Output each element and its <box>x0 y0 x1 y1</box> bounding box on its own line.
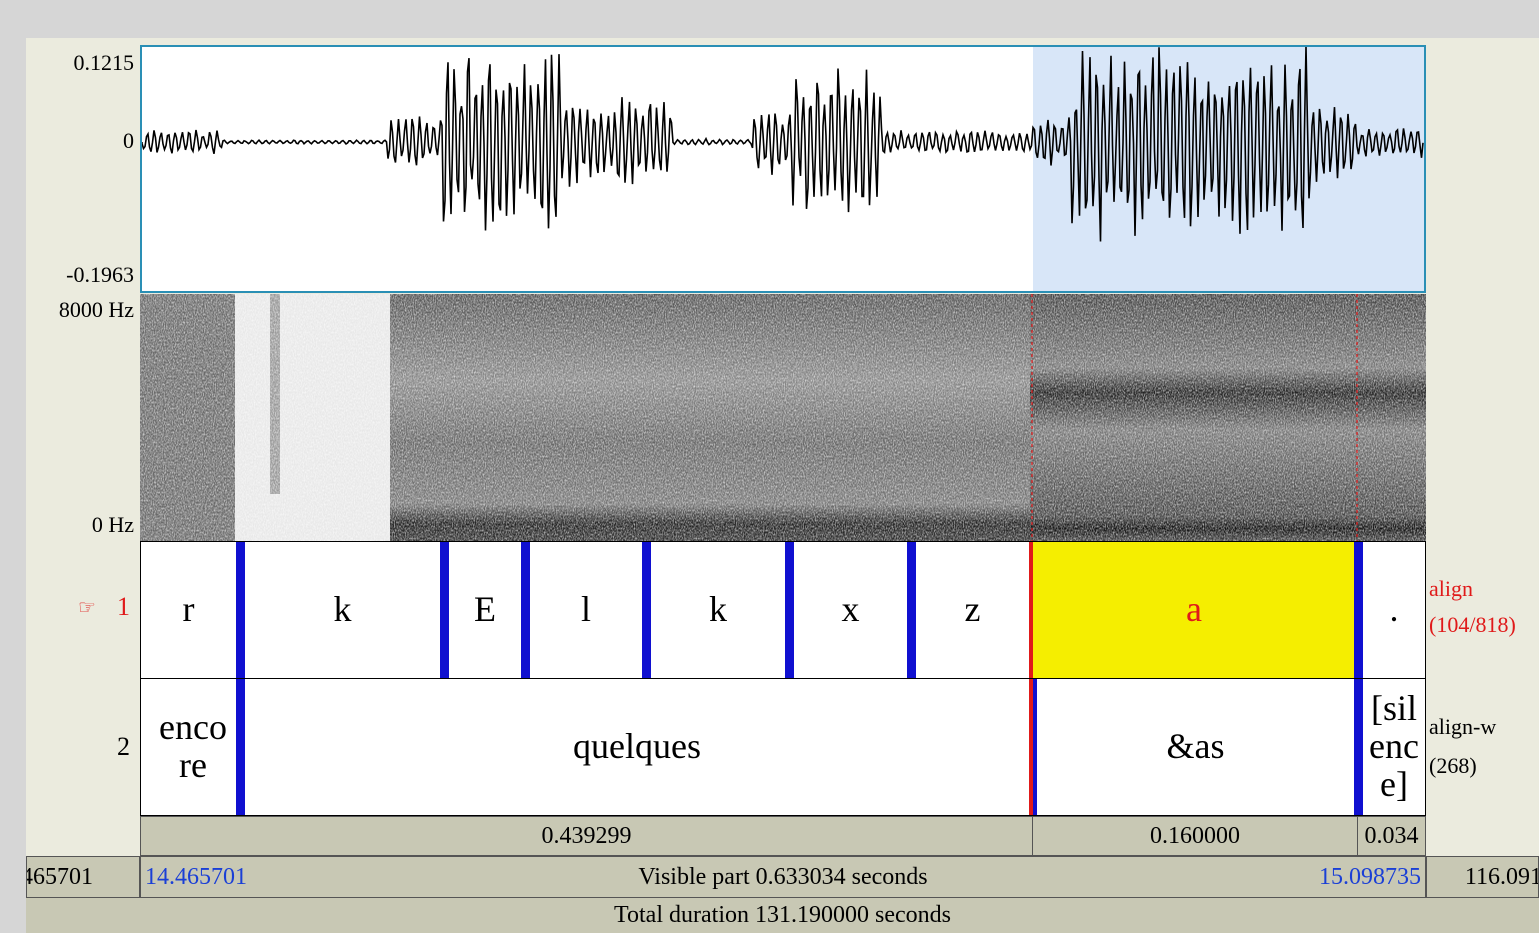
tier-2-interval[interactable]: &as <box>1166 726 1225 767</box>
tier-1-boundary[interactable] <box>236 542 245 678</box>
tier-1-selected-boundary[interactable] <box>1029 542 1033 678</box>
tier-1-selected-interval[interactable]: a <box>1186 589 1202 630</box>
tier-1-interval[interactable]: z <box>964 589 981 630</box>
tier-1-boundary[interactable] <box>440 542 449 678</box>
waveform-min-label: -0.1963 <box>66 262 134 287</box>
tier-1-number[interactable]: 1 <box>117 592 130 621</box>
tier-1-interval[interactable]: k <box>333 589 352 630</box>
pointing-hand-icon: ☞ <box>78 597 96 619</box>
tier-2-selected-boundary[interactable] <box>1029 679 1033 815</box>
tier-1-interval-tier[interactable]: r k E l k x z a . <box>140 541 1426 679</box>
tier-2-interval[interactable]: quelques <box>573 726 701 767</box>
waveform-max-label: 0.1215 <box>73 50 135 75</box>
tier-1-interval[interactable]: k <box>709 589 727 630</box>
visible-left-outer-time: 465701 <box>26 863 93 890</box>
waveform-zero-label: 0 <box>123 128 134 153</box>
tier-2-boundary[interactable] <box>1354 679 1363 815</box>
tier-1-interval[interactable]: x <box>841 589 860 630</box>
tier-2-name: align-w <box>1429 714 1497 739</box>
total-duration-bar[interactable]: Total duration 131.190000 seconds <box>26 898 1539 933</box>
tier-1-boundary[interactable] <box>1354 542 1363 678</box>
tier-2-interval-tier[interactable]: enco re quelques &as [sil enc e] <box>140 678 1426 816</box>
visible-part-bar[interactable]: 14.465701 Visible part 0.633034 seconds … <box>140 856 1426 898</box>
tier-1-name: align <box>1429 576 1473 601</box>
tier-1-boundary[interactable] <box>785 542 794 678</box>
tier-1-interval[interactable]: l <box>580 589 591 630</box>
tier-1-selected-interval-highlight <box>1033 542 1355 678</box>
spectrogram-bottom-label: 0 Hz <box>91 512 134 537</box>
spectrogram-view[interactable] <box>140 294 1426 541</box>
tier-1-boundary[interactable] <box>642 542 651 678</box>
tier-2-boundary[interactable] <box>1033 679 1037 815</box>
tier-1-count: (104/818) <box>1429 612 1516 637</box>
duration-before-selection[interactable]: 0.439299 <box>141 817 1033 855</box>
tier-1-interval[interactable]: r <box>182 589 195 630</box>
tier-2-boundary[interactable] <box>236 679 245 815</box>
tier-2-interval[interactable]: [sil enc e] <box>1369 688 1419 804</box>
visible-left-outer[interactable]: 465701 <box>26 856 140 898</box>
tier-1-boundary[interactable] <box>907 542 916 678</box>
visible-part-label: Visible part 0.633034 seconds <box>638 863 928 890</box>
visible-right-outer-time: 116.091 <box>1464 863 1539 890</box>
tier-2-interval[interactable]: enco re <box>159 707 227 785</box>
waveform-view[interactable] <box>140 45 1426 293</box>
visible-end-time: 15.098735 <box>1319 863 1421 890</box>
spectrogram-plot <box>140 294 1426 541</box>
spectrogram-top-label: 8000 Hz <box>58 297 134 322</box>
tier-1-boundary[interactable] <box>521 542 530 678</box>
waveform-plot <box>142 47 1424 242</box>
visible-right-outer[interactable]: 116.091 <box>1426 856 1539 898</box>
duration-after-selection[interactable]: 0.034 <box>1364 822 1419 849</box>
tier-1-interval[interactable]: E <box>474 589 496 630</box>
tier-1-interval[interactable]: . <box>1389 589 1399 630</box>
tier-2-count: (268) <box>1429 753 1477 778</box>
total-duration-label: Total duration 131.190000 seconds <box>614 902 951 928</box>
tier-2-number[interactable]: 2 <box>117 732 130 761</box>
duration-selection[interactable]: 0.160000 <box>1033 817 1358 855</box>
visible-start-time: 14.465701 <box>145 863 247 890</box>
duration-bar: 0.439299 0.160000 0.034 <box>140 816 1426 856</box>
